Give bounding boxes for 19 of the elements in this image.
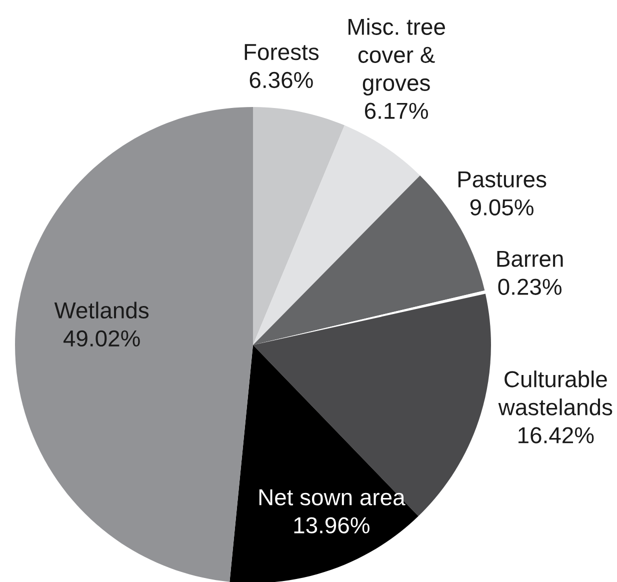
pie-slice bbox=[15, 107, 253, 582]
pie-slice bbox=[253, 125, 420, 345]
slice-label: Wetlands bbox=[54, 302, 149, 319]
pie-slice bbox=[253, 107, 345, 345]
data-label: 0.23% bbox=[498, 278, 562, 295]
data-label: 6.17% bbox=[365, 102, 428, 119]
pie-slice bbox=[230, 345, 418, 582]
data-label: 9.05% bbox=[470, 199, 534, 216]
data-label: 49.02% bbox=[63, 330, 140, 347]
slice-label: Net sown area bbox=[259, 489, 406, 506]
pie-slice bbox=[253, 294, 491, 516]
slice-label: Pastures bbox=[458, 171, 546, 188]
slice-label: Culturable wastelands bbox=[498, 370, 612, 416]
slice-label: Barren bbox=[497, 250, 563, 267]
slice-label: Forests bbox=[244, 44, 319, 60]
data-label: 13.96% bbox=[294, 517, 370, 534]
slice-label: Misc. tree cover & groves bbox=[348, 18, 445, 96]
data-label: 16.42% bbox=[518, 427, 594, 444]
data-label: 6.36% bbox=[250, 72, 313, 88]
